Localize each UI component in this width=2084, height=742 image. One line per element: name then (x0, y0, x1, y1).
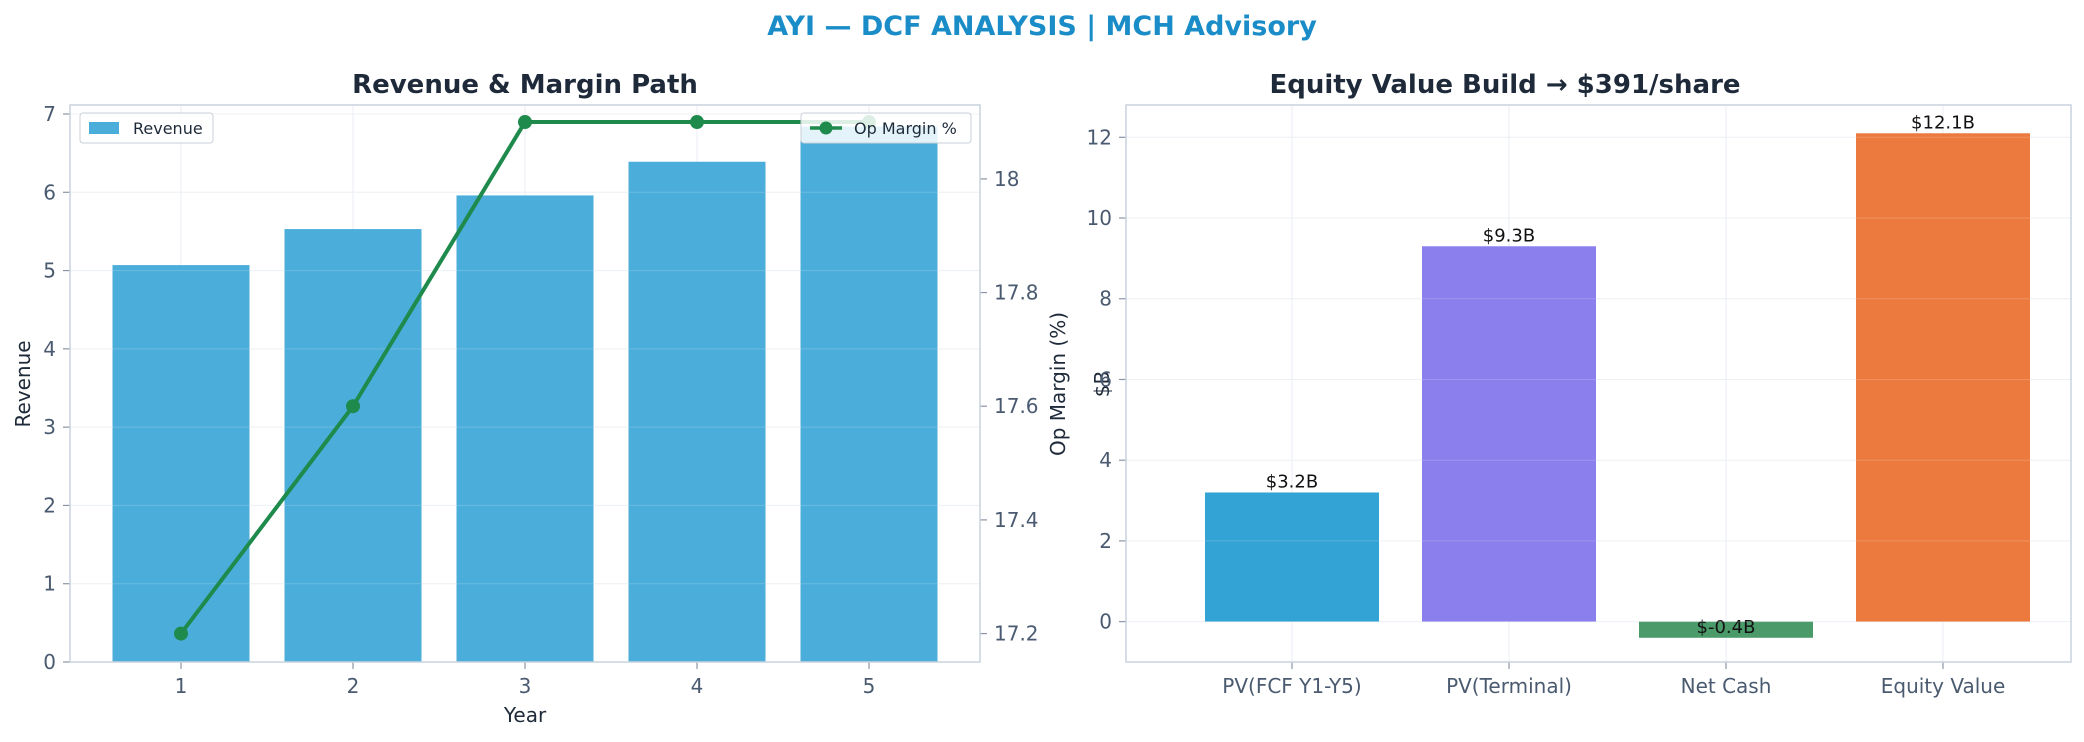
left-xtick-label: 3 (519, 674, 532, 698)
left-ytick-label: 5 (43, 259, 56, 283)
revenue-margin-chart: Revenue & Margin Path Revenue Year Op Ma… (11, 70, 1070, 727)
revenue-legend-swatch (89, 122, 119, 134)
right-xtick-label: Net Cash (1681, 674, 1772, 698)
right-ytick-label: 17.2 (994, 622, 1039, 646)
revenue-bar (112, 265, 250, 662)
right-ytick-label: 8 (1099, 287, 1112, 311)
right-xtick-label: Equity Value (1881, 674, 2006, 698)
year-axis-label: Year (503, 703, 547, 727)
right-axis-ticks: 0 2 4 6 8 10 12 PV(FCF Y1-Y5) PV(Terminal) Net Ca… (1087, 125, 2006, 698)
right-ytick-label: 6 (1099, 367, 1112, 391)
revenue-bar (456, 195, 594, 662)
right-xtick-label: PV(Terminal) (1446, 674, 1572, 698)
revenue-bar (284, 229, 422, 662)
op-margin-legend-label: Op Margin % (854, 119, 957, 138)
equity-bar (1422, 246, 1596, 622)
left-ytick-label: 4 (43, 337, 56, 361)
figure-suptitle: AYI — DCF ANALYSIS | MCH Advisory (767, 11, 1317, 42)
revenue-bar (628, 161, 766, 663)
revenue-margin-title: Revenue & Margin Path (352, 70, 698, 100)
right-ytick-label: 0 (1099, 610, 1112, 634)
op-margin-point (518, 115, 532, 130)
revenue-bar (800, 126, 938, 663)
left-axis-ticks: 0 1 2 3 4 5 6 7 1 2 3 4 5 17.2 17.4 17.6 17.8 18 (43, 102, 1038, 698)
left-ytick-label: 2 (43, 493, 56, 517)
right-ytick-label: 17.6 (994, 394, 1039, 418)
op-margin-point (690, 115, 704, 130)
left-xtick-label: 1 (175, 674, 188, 698)
revenue-bars (70, 113, 980, 663)
op-margin-point (174, 626, 188, 641)
revenue-legend-box (79, 112, 214, 144)
op-margin-point (346, 399, 360, 414)
op-margin-legend-box (800, 112, 972, 144)
equity-bars: $3.2B $9.3B $-0.4B $12.1B (1126, 112, 2071, 638)
equity-bar (1639, 621, 1813, 638)
revenue-axis-label: Revenue (11, 340, 35, 427)
left-ytick-label: 7 (43, 102, 56, 126)
equity-build-chart: Equity Value Build → $391/share $B $3.2B… (1087, 70, 2072, 698)
revenue-legend: Revenue (79, 112, 214, 144)
billions-axis-label: $B (1090, 371, 1114, 397)
right-ytick-label: 17.4 (994, 508, 1039, 532)
left-ytick-label: 6 (43, 180, 56, 204)
left-ytick-label: 3 (43, 415, 56, 439)
op-margin-legend: Op Margin % (800, 112, 972, 144)
left-xtick-label: 4 (691, 674, 704, 698)
equity-build-title: Equity Value Build → $391/share (1269, 70, 1740, 100)
left-ytick-label: 0 (43, 650, 56, 674)
left-xtick-label: 5 (863, 674, 876, 698)
left-plot-frame (69, 104, 981, 663)
equity-bar (1856, 133, 2030, 622)
op-margin-axis-label: Op Margin (%) (1046, 312, 1070, 456)
right-ytick-label: 12 (1087, 125, 1112, 149)
equity-bar-value-label: $3.2B (1266, 471, 1318, 492)
equity-bar-value-label: $9.3B (1483, 225, 1535, 246)
right-ytick-label: 18 (994, 167, 1019, 191)
right-xtick-label: PV(FCF Y1-Y5) (1222, 674, 1361, 698)
equity-bar-value-label: $-0.4B (1697, 617, 1756, 638)
op-margin-legend-marker (819, 121, 833, 135)
right-ytick-label: 17.8 (994, 281, 1039, 305)
right-ytick-label: 4 (1099, 448, 1112, 472)
left-ytick-label: 1 (43, 572, 56, 596)
right-ytick-label: 2 (1099, 529, 1112, 553)
revenue-legend-label: Revenue (133, 119, 203, 138)
left-xtick-label: 2 (347, 674, 360, 698)
equity-bar (1205, 492, 1379, 622)
right-ytick-label: 10 (1087, 206, 1112, 230)
equity-bar-value-label: $12.1B (1911, 112, 1975, 133)
right-plot-frame (1125, 104, 2072, 663)
